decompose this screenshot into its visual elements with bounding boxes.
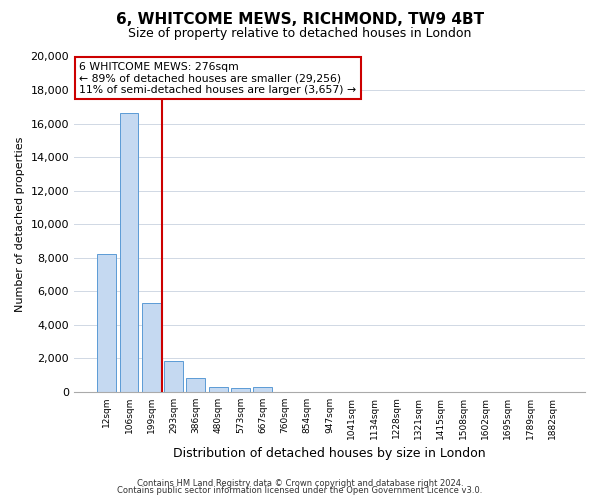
- Bar: [119, 114, 139, 392]
- Bar: [253, 386, 272, 392]
- Text: Size of property relative to detached houses in London: Size of property relative to detached ho…: [128, 28, 472, 40]
- X-axis label: Distribution of detached houses by size in London: Distribution of detached houses by size …: [173, 447, 486, 460]
- Bar: [187, 378, 205, 392]
- Text: 6, WHITCOME MEWS, RICHMOND, TW9 4BT: 6, WHITCOME MEWS, RICHMOND, TW9 4BT: [116, 12, 484, 28]
- Text: 6 WHITCOME MEWS: 276sqm
← 89% of detached houses are smaller (29,256)
11% of sem: 6 WHITCOME MEWS: 276sqm ← 89% of detache…: [79, 62, 356, 94]
- Y-axis label: Number of detached properties: Number of detached properties: [15, 136, 25, 312]
- Bar: [142, 303, 161, 392]
- Bar: [231, 388, 250, 392]
- Text: Contains HM Land Registry data © Crown copyright and database right 2024.: Contains HM Land Registry data © Crown c…: [137, 478, 463, 488]
- Bar: [164, 360, 183, 392]
- Bar: [209, 386, 227, 392]
- Text: Contains public sector information licensed under the Open Government Licence v3: Contains public sector information licen…: [118, 486, 482, 495]
- Bar: [97, 254, 116, 392]
